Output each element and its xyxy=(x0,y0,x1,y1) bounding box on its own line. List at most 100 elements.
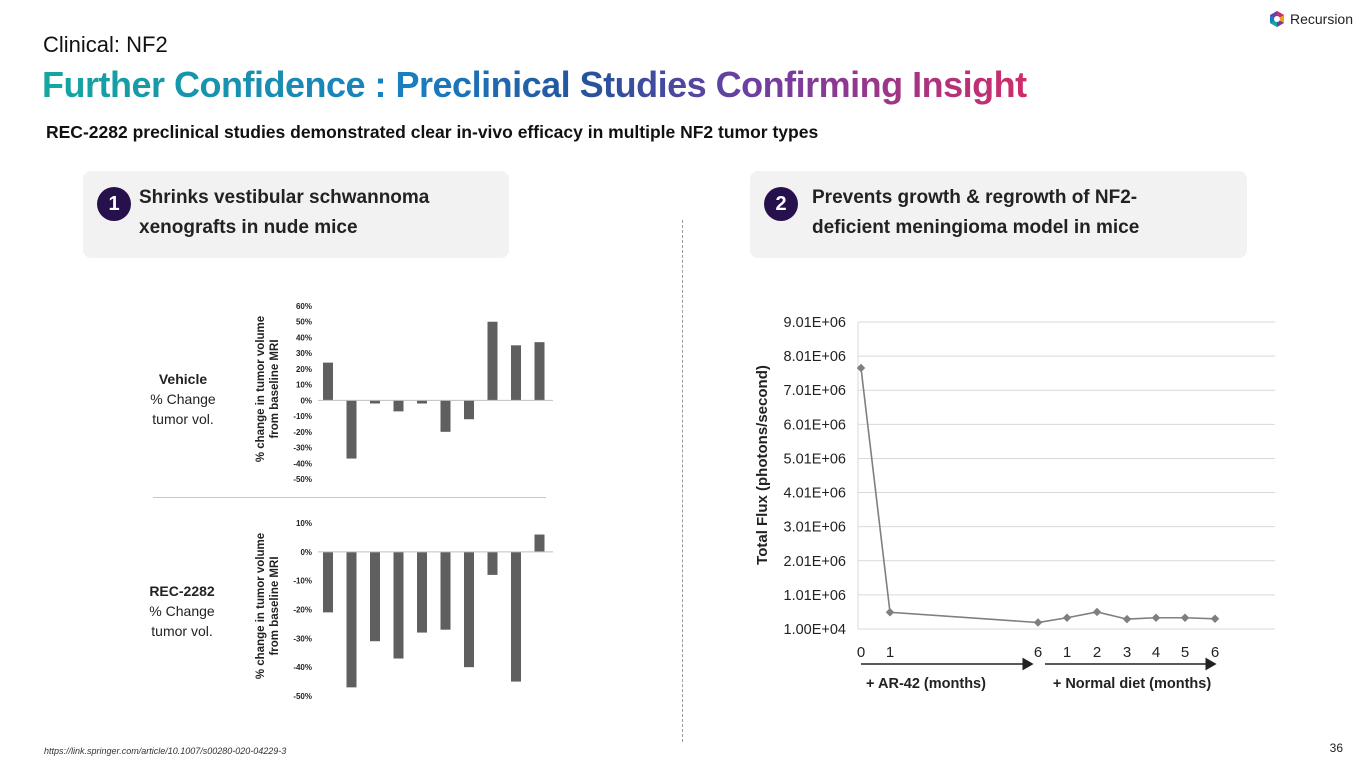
card-line: xenografts in nude mice xyxy=(139,217,358,238)
y-tick-label: 9.01E+06 xyxy=(784,315,847,331)
row-desc: tumor vol. xyxy=(152,411,214,427)
y-tick-label: 3.01E+06 xyxy=(784,520,847,536)
y-tick-label: 2.01E+06 xyxy=(784,554,847,570)
y-tick-label: -20% xyxy=(293,606,312,615)
data-point xyxy=(885,608,895,617)
card-text: Shrinks vestibular schwannoma xenografts… xyxy=(139,183,429,243)
period-arrows: + AR-42 (months) + Normal diet (months) xyxy=(861,657,1217,692)
bar xyxy=(370,551,380,642)
vertical-divider xyxy=(682,220,683,742)
y-axis-title: % change in tumor volume xyxy=(255,533,267,679)
y-tick-label: 5.01E+06 xyxy=(784,451,847,467)
bar xyxy=(487,321,498,401)
bars xyxy=(323,534,545,688)
y-tick-label: 20% xyxy=(296,365,312,374)
bar xyxy=(323,362,333,401)
brand-name: Recursion xyxy=(1289,11,1353,27)
number-badge: 1 xyxy=(97,187,131,221)
x-tick-label: 5 xyxy=(1181,644,1189,661)
data-point xyxy=(1092,607,1102,617)
y-tick-label: 10% xyxy=(296,519,312,528)
source-link[interactable]: https://link.springer.com/article/10.100… xyxy=(44,746,287,756)
bar xyxy=(417,551,427,633)
x-tick-label: 6 xyxy=(1034,644,1042,661)
x-tick-label: 1 xyxy=(1063,644,1071,661)
section-kicker: Clinical: NF2 xyxy=(43,32,168,57)
card-line: Prevents growth & regrowth of NF2- xyxy=(812,187,1138,208)
y-axis-title: Total Flux (photons/second) xyxy=(754,365,771,565)
y-tick-label: 1.00E+04 xyxy=(784,622,847,638)
card-line: Shrinks vestibular schwannoma xyxy=(139,187,430,208)
y-tick-label: -20% xyxy=(293,428,312,437)
x-tick-label: 6 xyxy=(1211,644,1219,661)
y-tick-label: -40% xyxy=(293,663,312,672)
y-tick-label: -10% xyxy=(293,577,312,586)
y-tick-label: 40% xyxy=(296,333,312,342)
y-axis-title: % change in tumor volume xyxy=(255,316,267,462)
y-tick-label: -40% xyxy=(293,459,312,468)
y-tick-label: -10% xyxy=(293,412,312,421)
flux-series xyxy=(856,363,1220,627)
bar xyxy=(534,534,545,552)
card-line: deficient meningioma model in mice xyxy=(812,217,1140,238)
bar xyxy=(370,400,380,404)
y-tick-label: 4.01E+06 xyxy=(784,486,847,502)
series-line xyxy=(860,367,1216,624)
vehicle-bar-chart: % change in tumor volume from baseline M… xyxy=(255,302,553,484)
slide-subtitle: REC-2282 preclinical studies demonstrate… xyxy=(46,122,819,142)
y-tick-label: 30% xyxy=(296,349,312,358)
x-tick-label: 3 xyxy=(1123,644,1131,661)
row-name: REC-2282 xyxy=(149,583,215,599)
data-point xyxy=(1151,613,1161,622)
recursion-hexagon-icon xyxy=(1269,11,1284,27)
row-name: Vehicle xyxy=(158,371,208,387)
row-desc: % Change xyxy=(150,391,216,407)
bar xyxy=(440,400,451,432)
slide-title: Further Confidence : Preclinical Studies… xyxy=(42,64,1027,105)
finding-card-2: 2 Prevents growth & regrowth of NF2- def… xyxy=(750,171,1247,258)
bar xyxy=(346,400,357,459)
bar xyxy=(440,551,451,630)
chart-separator xyxy=(153,497,546,498)
y-tick-label: 0% xyxy=(300,548,312,557)
bar xyxy=(323,551,333,613)
recursion-logo: Recursion xyxy=(1268,10,1353,28)
x-tick-label: 1 xyxy=(886,644,894,661)
y-tick-label: 1.01E+06 xyxy=(784,588,847,604)
x-tick-label: 4 xyxy=(1152,644,1160,661)
y-tick-label: 0% xyxy=(300,396,312,405)
bar xyxy=(487,551,498,575)
data-point xyxy=(1210,614,1220,624)
bar xyxy=(511,551,521,682)
bar xyxy=(393,551,404,659)
bar xyxy=(417,400,427,404)
number-badge: 2 xyxy=(764,187,798,221)
card-text: Prevents growth & regrowth of NF2- defic… xyxy=(812,183,1139,243)
y-tick-label: -50% xyxy=(293,692,312,701)
vehicle-label: Vehicle % Change tumor vol. xyxy=(133,369,233,429)
x-group-label: + AR-42 (months) xyxy=(866,676,986,692)
rec2282-bar-chart: % change in tumor volume from baseline M… xyxy=(255,519,553,701)
y-tick-label: -30% xyxy=(293,634,312,643)
rec2282-label: REC-2282 % Change tumor vol. xyxy=(132,581,232,641)
data-point xyxy=(1122,614,1132,624)
x-group-label: + Normal diet (months) xyxy=(1053,676,1211,692)
page-number: 36 xyxy=(1329,741,1343,755)
bar xyxy=(464,400,474,420)
data-point xyxy=(1180,613,1190,622)
finding-card-1: 1 Shrinks vestibular schwannoma xenograf… xyxy=(83,171,509,258)
total-flux-line-chart: Total Flux (photons/second) 9.01E+06 8.01… xyxy=(754,315,1275,692)
bar xyxy=(393,400,404,412)
bar xyxy=(511,345,521,401)
y-tick-label: 60% xyxy=(296,302,312,311)
x-tick-label: 2 xyxy=(1093,644,1101,661)
bar xyxy=(346,551,357,688)
y-tick-label: -30% xyxy=(293,444,312,453)
gridlines xyxy=(857,321,1275,630)
row-desc: tumor vol. xyxy=(151,623,213,639)
y-axis-title: from baseline MRI xyxy=(269,339,281,438)
y-tick-label: -50% xyxy=(293,475,312,484)
y-tick-labels: 10% 0% -10% -20% -30% -40% -50% xyxy=(293,519,312,701)
data-point xyxy=(1062,613,1072,622)
y-tick-labels: 9.01E+06 8.01E+06 7.01E+06 6.01E+06 5.01E+06… xyxy=(784,315,847,638)
